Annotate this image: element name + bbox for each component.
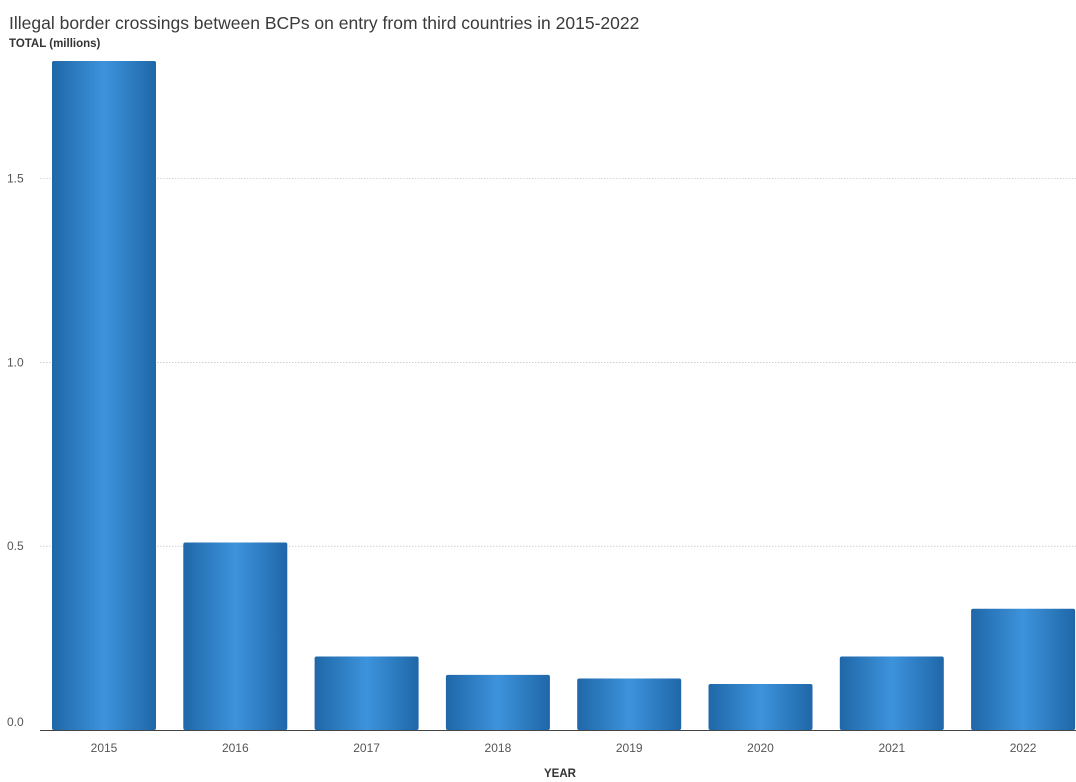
bar-2020	[708, 684, 813, 730]
y-tick-label: 1.5	[7, 172, 24, 186]
x-tick-label: 2019	[616, 741, 643, 755]
x-tick-label: 2021	[878, 741, 905, 755]
bar-2019	[577, 678, 682, 730]
x-tick-label: 2017	[353, 741, 380, 755]
x-tick-label: 2022	[1010, 741, 1037, 755]
x-axis-label: YEAR	[544, 768, 577, 780]
y-tick-labels: 0.0 0.5 1.0 1.5	[7, 172, 24, 729]
y-tick-label: 0.0	[7, 715, 24, 729]
bar-2022	[971, 608, 1076, 730]
x-tick-label: 2020	[747, 741, 774, 755]
bar-2015	[52, 61, 156, 730]
chart-title: Illegal border crossings between BCPs on…	[9, 13, 640, 33]
x-tick-labels: 2015 2016 2017 2018 2019 2020 2021 2022	[91, 741, 1037, 755]
gridlines	[40, 178, 1076, 547]
x-tick-label: 2018	[485, 741, 512, 755]
x-tick-label: 2016	[222, 741, 249, 755]
bar-2017	[314, 656, 419, 730]
bar-2021	[839, 656, 944, 730]
y-axis-label: TOTAL (millions)	[9, 38, 101, 50]
y-tick-label: 1.0	[7, 355, 24, 369]
bar-2018	[445, 674, 550, 730]
bar-2016	[183, 542, 288, 730]
y-tick-label: 0.5	[7, 539, 24, 553]
bars	[52, 61, 1076, 730]
x-tick-label: 2015	[91, 741, 118, 755]
